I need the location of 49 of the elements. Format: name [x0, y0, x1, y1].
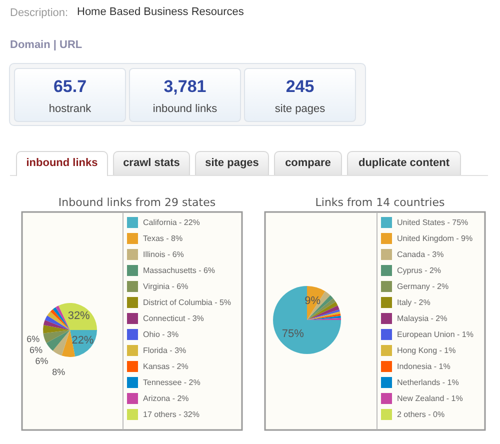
legend-label: Cyprus - 2%	[397, 266, 442, 275]
category-label: site pages	[274, 103, 326, 115]
legend-label: Kansas - 2%	[143, 362, 188, 371]
legend-label: District of Columbia - 5%	[143, 298, 232, 307]
legend-label: New Zealand - 1%	[397, 394, 463, 403]
text: site pages	[195, 151, 269, 175]
legend-label: Tennessee - 2%	[143, 378, 200, 387]
data-label: 32%	[68, 310, 90, 322]
legend-label: United Kingdom - 9%	[397, 234, 473, 243]
data-label: 3,781	[162, 77, 208, 97]
data-label: 22%	[72, 334, 94, 347]
data-label: 65.7	[52, 77, 88, 97]
legend-label: Arizona - 2%	[143, 394, 189, 403]
data-label: 6%	[26, 334, 40, 344]
text: Domain | URL	[10, 39, 82, 51]
data-label: 8%	[52, 366, 66, 377]
text: Home Based Business Resources	[77, 6, 244, 18]
text: crawl stats	[113, 151, 190, 175]
legend-label: California - 22%	[143, 218, 200, 227]
chart-title: Links from 14 countries	[315, 196, 445, 209]
data-label: 75%	[282, 328, 304, 340]
legend-label: Massachusetts - 6%	[143, 266, 216, 275]
legend-label: Malaysia - 2%	[397, 314, 448, 323]
category-label: hostrank	[48, 103, 92, 115]
legend-label: European Union - 1%	[397, 330, 474, 339]
legend-label: Indonesia - 1%	[397, 362, 450, 371]
legend-label: 2 others - 0%	[397, 410, 445, 419]
text: compare	[274, 151, 342, 175]
data-label: 6%	[35, 356, 48, 366]
legend-label: 17 others - 32%	[143, 410, 200, 419]
category-label: inbound links	[152, 103, 218, 115]
legend-label: Virginia - 6%	[143, 282, 188, 291]
legend-label: United States - 75%	[397, 218, 468, 227]
text: inbound links	[16, 151, 108, 176]
legend-label: Texas - 8%	[143, 234, 183, 243]
legend-label: Ohio - 3%	[143, 330, 179, 339]
legend-label: Hong Kong - 1%	[397, 346, 456, 355]
legend-label: Netherlands - 1%	[397, 378, 459, 387]
chart-title: Inbound links from 29 states	[58, 196, 216, 209]
legend-label: Connecticut - 3%	[143, 314, 204, 323]
data-label: 245	[284, 77, 316, 97]
legend-label: Illinois - 6%	[143, 250, 184, 259]
legend-label: Italy - 2%	[397, 298, 430, 307]
legend-label: Germany - 2%	[397, 282, 449, 291]
legend-label: Canada - 3%	[397, 250, 444, 259]
data-label: 6%	[29, 344, 42, 355]
text: Description:	[10, 7, 68, 19]
text: duplicate content	[347, 151, 461, 175]
legend-label: Florida - 3%	[143, 346, 186, 355]
